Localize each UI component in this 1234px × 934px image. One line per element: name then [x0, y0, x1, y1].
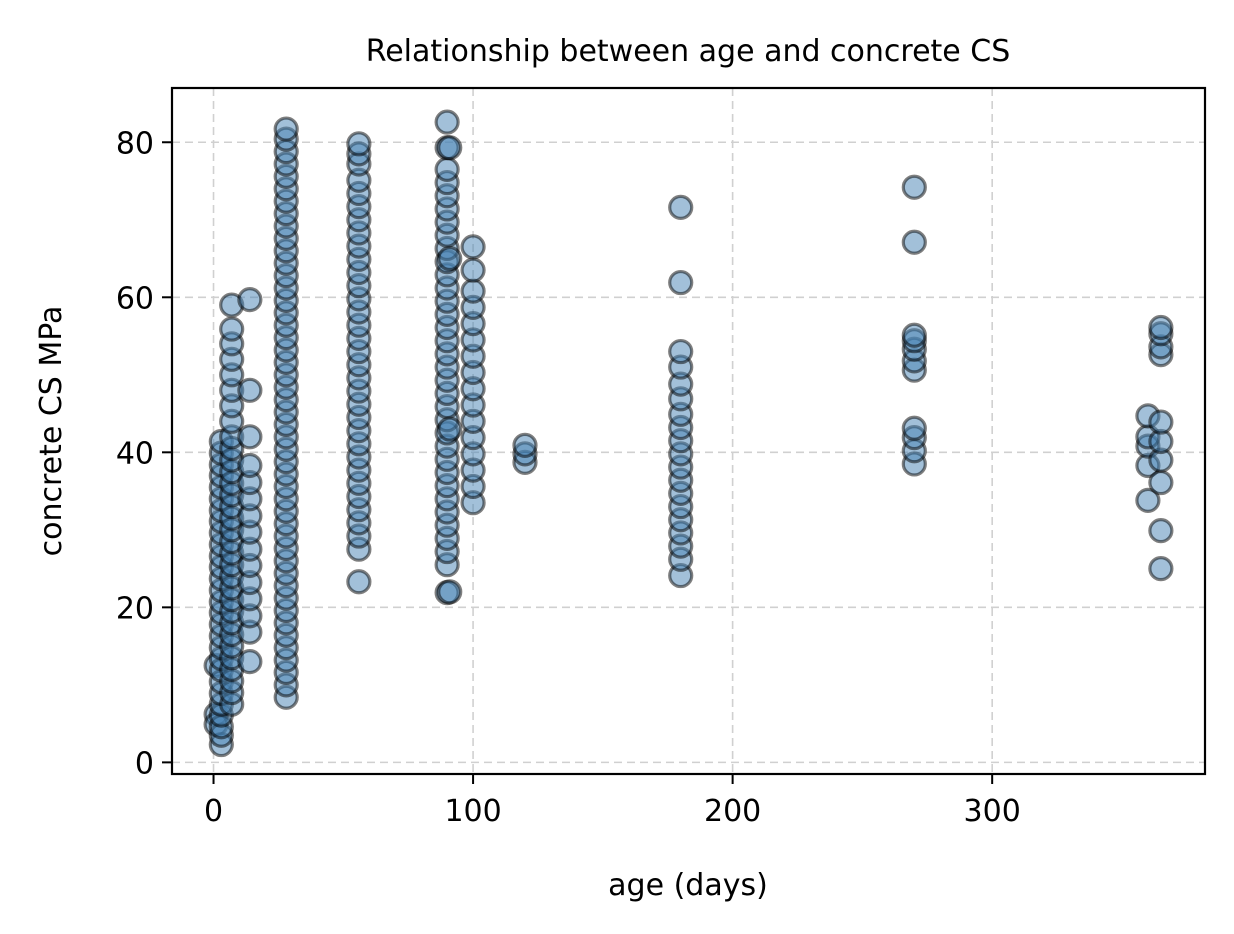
scatter-point [1148, 518, 1174, 544]
scatter-point [237, 287, 263, 313]
scatter-point [668, 338, 694, 365]
scatter-point [1148, 469, 1174, 496]
scatter-point [1148, 314, 1174, 341]
scatter-point [437, 245, 463, 272]
scatter-point [237, 377, 263, 403]
y-tick-label: 60 [116, 281, 154, 316]
x-tick-label: 300 [964, 794, 1021, 829]
scatter-point [668, 269, 694, 296]
scatter-point [460, 278, 486, 304]
scatter-point [346, 131, 372, 157]
y-axis-label: concrete CS MPa [34, 306, 69, 557]
y-tick-label: 40 [116, 436, 154, 471]
scatter-point [460, 234, 486, 260]
scatter-point [273, 116, 299, 142]
scatter-point [1148, 409, 1174, 435]
scatter-point [901, 415, 927, 441]
y-tick-label: 80 [116, 126, 154, 161]
scatter-point [434, 109, 460, 135]
plot-frame [170, 86, 1207, 776]
scatter-point [437, 579, 463, 605]
data-points [203, 109, 1174, 758]
scatter-point [434, 156, 460, 182]
x-tick-label: 200 [704, 794, 761, 829]
axis-ticks: 0 100 200 300 0 20 40 60 80 [116, 126, 1021, 829]
scatter-point [437, 416, 463, 442]
scatter-point [668, 194, 694, 220]
scatter-point [237, 452, 263, 479]
scatter-point [219, 316, 245, 342]
scatter-point [237, 649, 263, 675]
scatter-point [1148, 555, 1174, 582]
scatter-point [901, 229, 927, 255]
scatter-point [460, 257, 486, 283]
scatter-point [512, 432, 538, 458]
scatter-point [346, 569, 372, 595]
x-tick-label: 0 [204, 794, 223, 829]
x-tick-label: 100 [444, 794, 501, 829]
chart-title: Relationship between age and concrete CS [366, 34, 1011, 69]
y-tick-label: 0 [135, 746, 154, 781]
scatter-point [901, 174, 927, 200]
scatter-point [1135, 487, 1161, 513]
x-axis-label: age (days) [608, 868, 768, 903]
scatter-point [437, 135, 463, 161]
scatter-point [237, 424, 263, 450]
y-tick-label: 20 [116, 591, 154, 626]
scatter-point [901, 322, 927, 348]
